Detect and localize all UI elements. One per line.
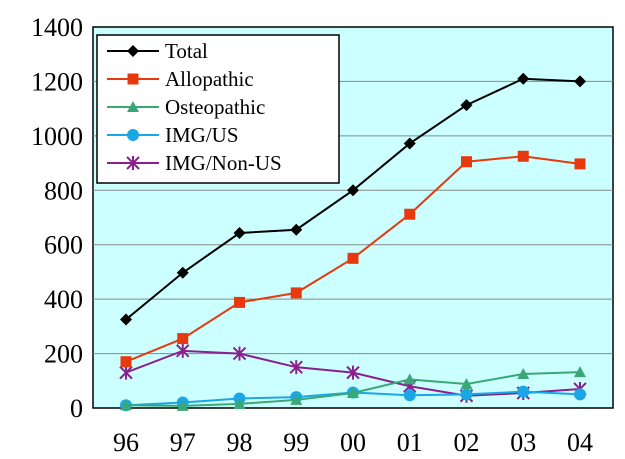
- x-tick-label: 98: [227, 428, 253, 457]
- x-tick-label: 01: [397, 428, 423, 457]
- legend-item: Allopathic: [107, 67, 254, 91]
- point-square: [574, 158, 586, 170]
- x-tick-label: 97: [170, 428, 196, 457]
- x-tick-label: 02: [454, 428, 480, 457]
- point-circle: [460, 388, 473, 401]
- x-axis-tick-labels: 96 97 98 99 00 01 02 03 04: [113, 428, 593, 457]
- x-tick-label: 03: [510, 428, 536, 457]
- point-triangle: [517, 367, 530, 379]
- legend-item: IMG/Non-US: [107, 151, 282, 175]
- point-diamond: [574, 75, 586, 88]
- point-asterisk: [126, 156, 140, 170]
- point-diamond: [120, 313, 132, 326]
- legend-label: Osteopathic: [165, 95, 265, 119]
- point-diamond: [233, 227, 246, 240]
- legend-label: IMG/US: [165, 123, 239, 147]
- y-tick-label: 400: [44, 285, 83, 314]
- x-tick-label: 99: [283, 428, 309, 457]
- y-tick-label: 1200: [31, 67, 83, 96]
- x-tick-label: 00: [340, 428, 366, 457]
- point-diamond: [347, 184, 359, 197]
- point-triangle: [460, 378, 473, 390]
- x-tick-label: 04: [567, 428, 593, 457]
- legend-label: Total: [165, 39, 208, 63]
- point-diamond: [290, 223, 303, 236]
- point-square: [290, 287, 302, 299]
- point-triangle: [347, 387, 359, 399]
- y-tick-label: 1000: [31, 122, 83, 151]
- point-triangle: [127, 101, 139, 112]
- x-tick-label: 96: [113, 428, 139, 457]
- legend-item: IMG/US: [107, 123, 239, 147]
- point-circle: [517, 385, 530, 398]
- point-square: [347, 252, 359, 264]
- legend-label: IMG/Non-US: [165, 151, 282, 175]
- point-diamond: [403, 137, 416, 150]
- point-square: [404, 208, 416, 220]
- series-total: [120, 72, 586, 326]
- point-triangle: [233, 397, 246, 409]
- point-diamond: [176, 266, 189, 279]
- y-tick-label: 800: [44, 176, 83, 205]
- point-square: [127, 73, 139, 85]
- point-circle: [127, 129, 139, 141]
- point-asterisk: [346, 365, 360, 380]
- y-tick-label: 0: [70, 394, 83, 423]
- point-square: [234, 296, 245, 308]
- point-diamond: [127, 45, 139, 57]
- y-tick-label: 200: [44, 340, 83, 369]
- point-triangle: [403, 373, 416, 385]
- point-diamond: [460, 99, 473, 112]
- point-square: [461, 156, 472, 168]
- point-circle: [574, 388, 586, 401]
- series-allopathic: [120, 150, 586, 368]
- legend-item: Osteopathic: [107, 95, 265, 119]
- legend-label: Allopathic: [165, 67, 254, 91]
- point-asterisk: [119, 365, 133, 380]
- point-square: [120, 356, 132, 368]
- point-triangle: [290, 393, 303, 405]
- y-tick-label: 1400: [31, 13, 83, 42]
- y-axis-tick-labels: 0 200 400 600 800 1000 1200 1400: [31, 13, 83, 423]
- point-square: [177, 333, 189, 345]
- point-square: [517, 150, 529, 162]
- point-asterisk: [232, 346, 247, 361]
- point-triangle: [120, 399, 132, 411]
- legend: Total Allopathic Osteopathic IMG/US IMG/Non-…: [96, 34, 340, 184]
- legend-item: Total: [107, 39, 208, 63]
- point-diamond: [517, 72, 530, 85]
- y-tick-label: 600: [44, 231, 83, 260]
- point-circle: [403, 389, 416, 402]
- series-layer: [119, 72, 587, 412]
- point-asterisk: [289, 360, 303, 375]
- point-triangle: [574, 366, 586, 378]
- point-asterisk: [176, 343, 190, 358]
- series-osteopathic: [120, 366, 586, 411]
- point-triangle: [176, 399, 189, 411]
